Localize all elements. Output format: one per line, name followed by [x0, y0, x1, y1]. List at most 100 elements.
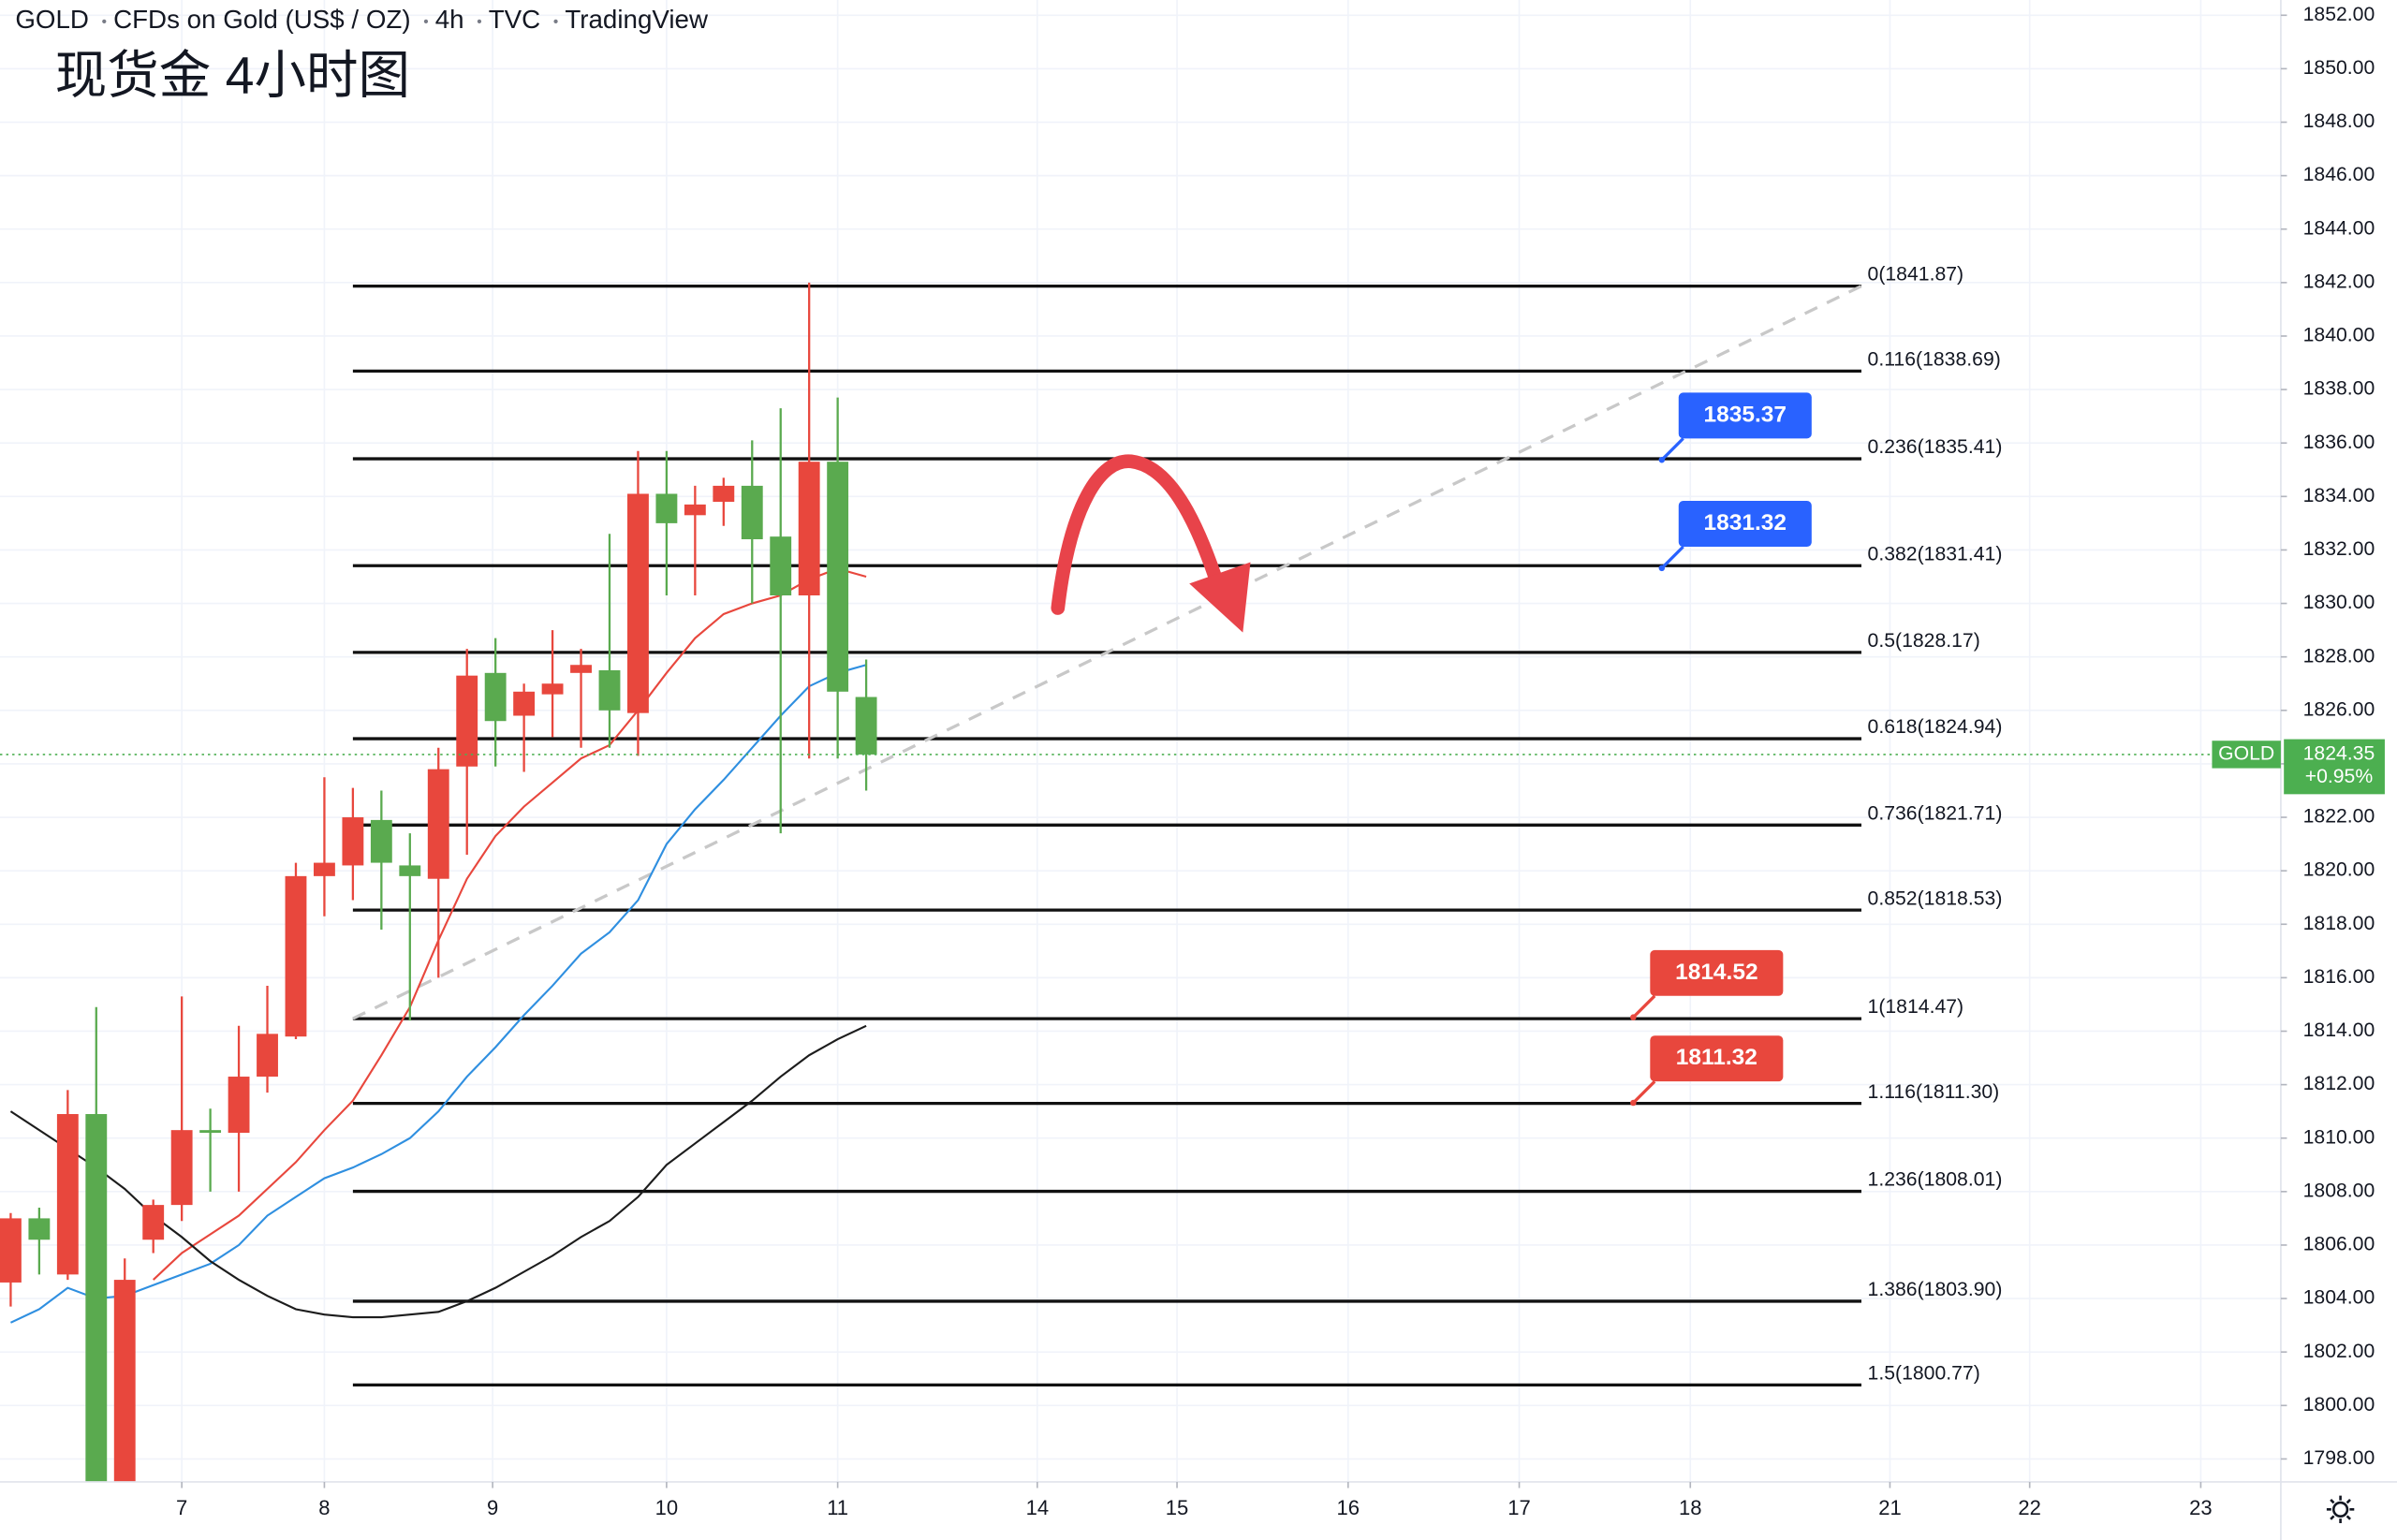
x-tick-label: 17	[1507, 1496, 1531, 1519]
candle-body	[427, 769, 449, 879]
x-tick-label: 23	[2189, 1496, 2213, 1519]
candle-body	[257, 1034, 278, 1078]
y-tick-label: 1852.00	[2303, 4, 2375, 25]
y-tick-label: 1848.00	[2303, 110, 2375, 132]
y-tick-label: 1842.00	[2303, 271, 2375, 292]
chart-title: 现货金 4小时图	[55, 47, 410, 105]
fib-level-label: 0(1841.87)	[1868, 264, 1964, 286]
last-price-tag	[2284, 739, 2385, 795]
candle-body	[199, 1130, 222, 1134]
candle-body	[855, 697, 877, 755]
x-tick-label: 7	[176, 1496, 187, 1519]
candle-body	[170, 1130, 193, 1206]
candle-body	[28, 1218, 51, 1240]
symbol-tag	[2212, 741, 2281, 769]
header-item: GOLD	[15, 5, 89, 34]
y-tick-label: 1806.00	[2303, 1234, 2375, 1255]
price-tag-anchor	[1658, 565, 1666, 572]
candle-body	[56, 1114, 79, 1275]
fib-level-label: 1.116(1811.30)	[1868, 1081, 2000, 1103]
x-tick-label: 8	[318, 1496, 330, 1519]
fib-trend-line	[352, 285, 1862, 1020]
candle-body	[142, 1205, 165, 1240]
separator-dot	[102, 19, 107, 23]
x-tick-label: 11	[827, 1496, 848, 1519]
separator-dot	[423, 19, 429, 23]
arrow-curve	[1051, 454, 1223, 615]
header-item: 4h	[435, 5, 464, 34]
header: GOLD CFDs on Gold (US$ / OZ) 4h TVC TradingV…	[15, 5, 709, 34]
y-tick-label: 1800.00	[2303, 1394, 2375, 1415]
y-tick-label: 1826.00	[2303, 698, 2375, 720]
price-tag-anchor	[1630, 1014, 1637, 1020]
x-tick-label: 10	[655, 1496, 679, 1519]
candle-body	[741, 485, 763, 540]
y-tick-label: 1804.00	[2303, 1287, 2375, 1309]
y-tick-label: 1846.00	[2303, 164, 2375, 185]
x-tick-label: 14	[1026, 1496, 1050, 1519]
price-tag-box	[1650, 949, 1784, 996]
candle-body	[399, 865, 421, 876]
candle-body	[456, 675, 478, 767]
candle-body	[541, 683, 564, 695]
candle-body	[627, 493, 649, 713]
candle-body	[113, 1280, 136, 1482]
header-item: TVC	[489, 5, 540, 34]
fib-level-label: 0.236(1835.41)	[1868, 436, 2003, 458]
x-tick-label: 18	[1679, 1496, 1702, 1519]
y-tick-label: 1816.00	[2303, 966, 2375, 988]
fib-level-label: 1.5(1800.77)	[1868, 1363, 1980, 1385]
y-tick-label: 1812.00	[2303, 1073, 2375, 1094]
y-tick-label: 1838.00	[2303, 378, 2375, 400]
fib-level-label: 0.382(1831.41)	[1868, 543, 2003, 565]
candle-body	[314, 862, 335, 876]
price-tag-label: 1814.52	[1675, 960, 1757, 985]
header-item: CFDs on Gold (US$ / OZ)	[113, 5, 411, 34]
candle-body	[655, 493, 678, 523]
candle-body	[598, 669, 621, 711]
x-tick-label: 16	[1337, 1496, 1360, 1519]
symbol-tag-label: GOLD	[2218, 743, 2274, 765]
y-tick-label: 1820.00	[2303, 859, 2375, 881]
price-tag-anchor	[1658, 456, 1666, 463]
candle-body	[684, 504, 706, 516]
y-tick-label: 1830.00	[2303, 592, 2375, 613]
fib-level-label: 0.116(1838.69)	[1868, 349, 2001, 371]
fib-level-label: 0.618(1824.94)	[1868, 716, 2003, 738]
y-tick-label: 1798.00	[2303, 1447, 2375, 1469]
price-tag-pointer	[1660, 545, 1684, 570]
y-tick-label: 1818.00	[2303, 913, 2375, 934]
fib-level-label: 0.736(1821.71)	[1868, 802, 2003, 824]
last-change-label: +0.95%	[2305, 766, 2374, 787]
x-tick-label: 22	[2018, 1496, 2041, 1519]
candle-body	[342, 817, 364, 866]
header-item: TradingView	[565, 5, 709, 34]
arrow-head	[1189, 562, 1251, 633]
x-tick-label: 21	[1878, 1496, 1902, 1519]
separator-dot	[553, 19, 558, 23]
y-tick-label: 1802.00	[2303, 1341, 2375, 1362]
candle-body	[0, 1218, 22, 1283]
y-tick-label: 1808.00	[2303, 1180, 2375, 1201]
candle-body	[285, 875, 307, 1037]
price-tag-pointer	[1632, 994, 1656, 1019]
separator-dot	[477, 19, 482, 23]
candle-body	[85, 1114, 108, 1482]
settings-icon[interactable]	[2326, 1495, 2355, 1524]
price-tag-pointer	[1660, 437, 1684, 462]
candle-body	[798, 462, 820, 595]
x-tick-label: 15	[1166, 1496, 1189, 1519]
fib-level-label: 1.236(1808.01)	[1868, 1169, 2003, 1191]
y-tick-label: 1814.00	[2303, 1019, 2375, 1041]
candle-body	[228, 1077, 250, 1134]
candle-body	[513, 691, 536, 716]
price-tag-anchor	[1630, 1099, 1637, 1107]
price-tag-pointer	[1632, 1080, 1656, 1105]
fib-level-label: 0.5(1828.17)	[1868, 630, 1980, 652]
price-tag-label: 1835.37	[1704, 402, 1787, 427]
price-tag-box	[1678, 392, 1812, 439]
axes: 1798.00 1800.00 1802.00 1804.00 1806.00 1808.…	[176, 4, 2375, 1519]
